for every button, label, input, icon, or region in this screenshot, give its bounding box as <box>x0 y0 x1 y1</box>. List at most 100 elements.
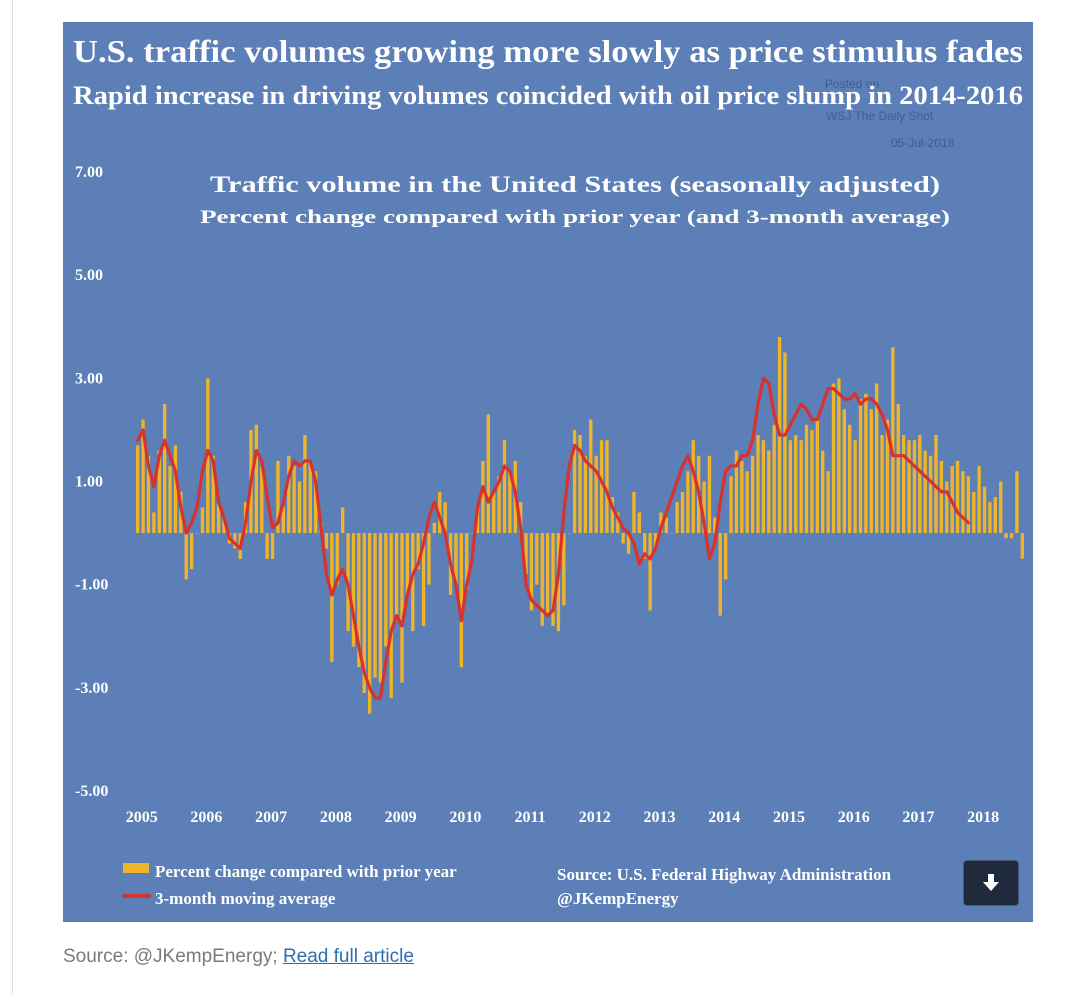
bar <box>357 533 361 668</box>
bar <box>254 424 259 534</box>
y-tick-label: 5.00 <box>75 267 103 284</box>
bar <box>195 533 199 534</box>
bar <box>470 533 474 534</box>
bar <box>810 429 814 534</box>
bar <box>233 533 237 549</box>
x-tick-label: 2014 <box>708 809 740 826</box>
bar <box>621 533 625 544</box>
bar <box>292 466 296 534</box>
x-tick-label: 2006 <box>190 809 222 826</box>
chart-title: U.S. traffic volumes growing more slowly… <box>73 33 1023 69</box>
bar <box>605 440 609 534</box>
bar <box>297 481 302 534</box>
bar <box>162 404 167 534</box>
x-tick-label: 2018 <box>967 809 999 826</box>
bar <box>184 533 188 580</box>
bar <box>734 450 739 534</box>
x-tick-label: 2011 <box>514 809 545 826</box>
read-full-article-link[interactable]: Read full article <box>282 946 414 967</box>
bar <box>993 496 997 534</box>
bar <box>1009 533 1014 539</box>
bar <box>659 512 663 534</box>
bar <box>804 424 809 534</box>
chart-svg: Posted on WSJ The Daily Shot 05-Jul-2018… <box>73 33 1024 908</box>
bar <box>939 460 944 534</box>
watermark-line-2: WSJ The Daily Shot <box>826 109 934 123</box>
bar <box>912 440 917 534</box>
y-tick-label: -3.00 <box>75 680 108 697</box>
bar <box>152 512 156 534</box>
bar <box>529 533 534 611</box>
bar <box>977 466 981 534</box>
bar <box>643 533 647 559</box>
download-button[interactable] <box>963 860 1019 906</box>
legend-bar-swatch <box>123 863 149 873</box>
bar <box>583 455 588 534</box>
bar <box>945 481 949 534</box>
bar <box>303 435 307 534</box>
bar <box>616 512 620 534</box>
bar <box>524 533 528 575</box>
bar <box>146 455 151 534</box>
bar <box>842 409 846 534</box>
bar <box>675 502 679 534</box>
bar <box>465 533 469 590</box>
bar <box>756 435 760 534</box>
bar <box>351 533 356 647</box>
x-tick-label: 2008 <box>320 809 352 826</box>
bar <box>405 533 410 595</box>
bar <box>896 404 900 534</box>
bar <box>934 435 938 534</box>
bar <box>486 414 490 534</box>
bar <box>578 435 582 534</box>
bar <box>821 450 825 534</box>
left-divider <box>12 0 13 994</box>
bar <box>287 455 291 534</box>
bar <box>599 440 604 534</box>
y-axis: 7.00 5.00 3.00 1.00 -1.00 -3.00 -5.00 <box>75 164 108 800</box>
legend: Percent change compared with prior year … <box>123 862 457 908</box>
bar <box>723 533 728 580</box>
bar <box>384 533 388 647</box>
bar <box>497 476 501 534</box>
bar <box>308 460 312 534</box>
bar <box>157 450 161 534</box>
bar <box>740 460 744 534</box>
bar <box>858 398 863 534</box>
bar <box>400 533 404 683</box>
bar <box>270 533 275 559</box>
bar <box>459 533 463 668</box>
bar <box>330 533 334 663</box>
bar <box>265 533 269 559</box>
bar <box>481 460 485 534</box>
bar <box>982 486 987 534</box>
bar <box>664 517 668 534</box>
bar <box>718 533 722 616</box>
bar <box>972 491 976 534</box>
bar <box>136 445 140 534</box>
x-tick-label: 2010 <box>449 809 481 826</box>
bar <box>901 435 906 534</box>
x-tick-label: 2016 <box>838 809 870 826</box>
arrow-down-icon <box>983 874 999 891</box>
bar <box>686 471 690 534</box>
bar <box>411 533 415 632</box>
bar <box>367 533 372 714</box>
bar <box>955 460 960 534</box>
bar <box>815 419 819 534</box>
bar <box>907 440 911 534</box>
bar <box>389 533 393 699</box>
bar <box>691 440 695 534</box>
y-tick-label: 7.00 <box>75 164 103 181</box>
bar <box>864 393 868 534</box>
bar <box>653 533 658 549</box>
inner-subtitle: Percent change compared with prior year … <box>200 207 950 228</box>
x-tick-label: 2013 <box>644 809 676 826</box>
y-tick-label: -1.00 <box>75 577 108 594</box>
bar <box>394 533 399 621</box>
y-tick-label: 3.00 <box>75 370 103 387</box>
bar <box>502 440 507 534</box>
bar <box>168 466 172 534</box>
bar <box>637 512 641 534</box>
